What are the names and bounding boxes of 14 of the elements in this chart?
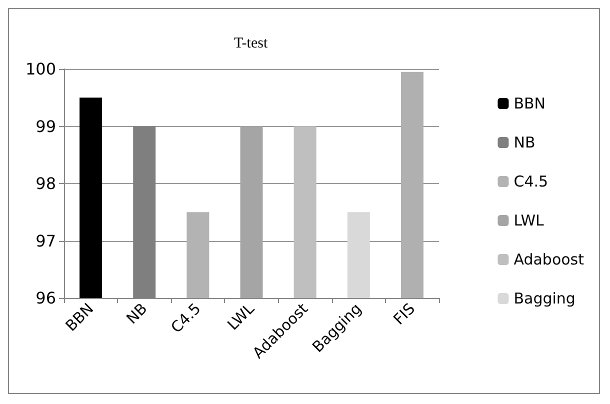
x-tick-label: LWL <box>224 299 258 334</box>
y-tick-label: 98 <box>36 174 56 193</box>
y-tick-label: 97 <box>36 231 56 250</box>
legend-label: C4.5 <box>514 172 548 190</box>
y-tick-label: 100 <box>25 60 56 78</box>
x-tick-label: FIS <box>390 300 419 328</box>
y-tick-label: 96 <box>36 288 56 308</box>
legend-label: LWL <box>514 212 545 230</box>
y-tick-label: 99 <box>36 116 56 136</box>
legend-label: BBN <box>514 94 546 112</box>
chart-title: T-test <box>234 36 268 52</box>
legend-label: NB <box>514 134 536 152</box>
x-tick-label: NB <box>122 300 151 328</box>
legend-label: Adaboost <box>514 250 584 268</box>
